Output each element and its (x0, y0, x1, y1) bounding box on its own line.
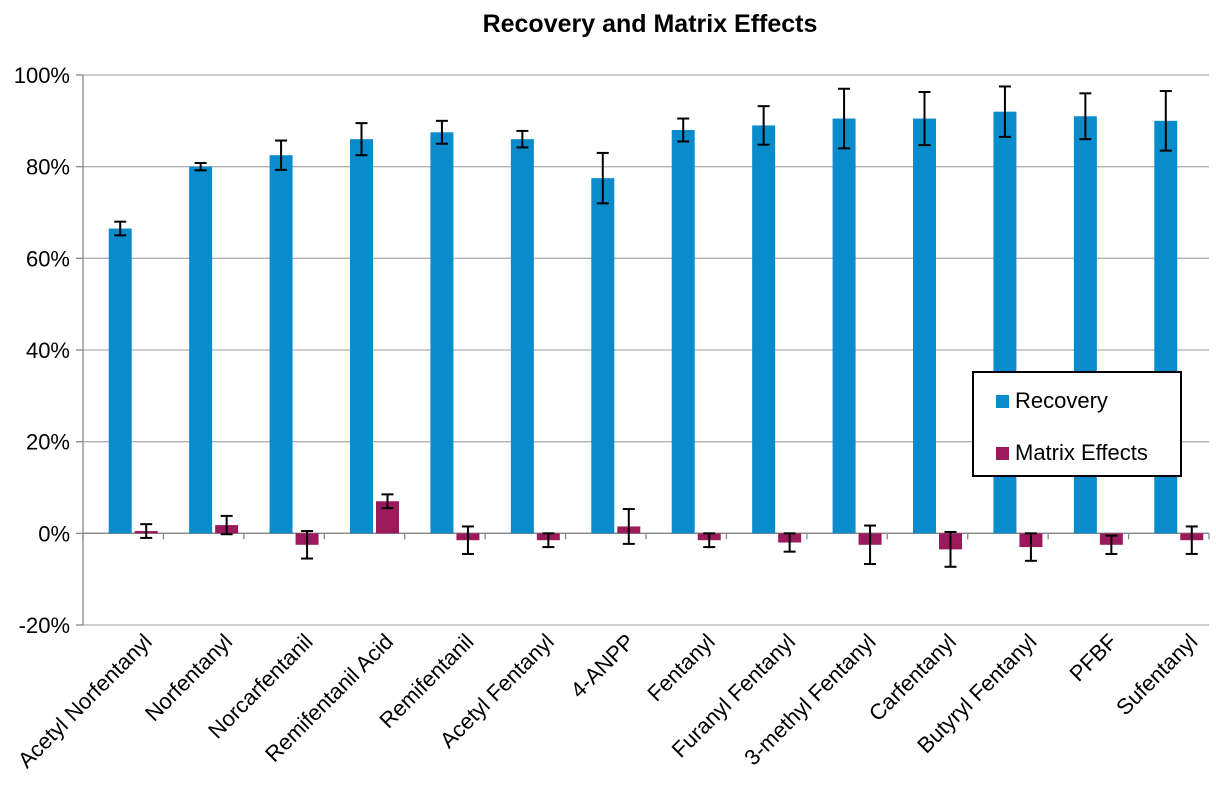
x-tick-label: 4-ANPP (565, 629, 639, 703)
y-tick-label: 60% (26, 246, 70, 271)
x-tick-label: Sufentanyl (1111, 629, 1202, 720)
legend-label-matrix-effects: Matrix Effects (1015, 440, 1148, 465)
y-tick-label: -20% (19, 613, 70, 638)
legend-label-recovery: Recovery (1015, 388, 1108, 413)
bar-recovery (189, 166, 213, 534)
bar-recovery (752, 125, 776, 534)
bar-recovery (671, 130, 695, 534)
legend-swatch-matrix-effects (996, 446, 1009, 460)
bar-recovery (591, 178, 615, 534)
chart-title: Recovery and Matrix Effects (482, 10, 818, 38)
y-tick-label: 20% (26, 430, 70, 455)
y-tick-label: 100% (14, 63, 70, 88)
legend-item-recovery: Recovery (996, 388, 1108, 414)
legend-item-matrix-effects: Matrix Effects (996, 440, 1148, 466)
y-tick-label: 0% (38, 521, 70, 546)
x-tick-label: Fentanyl (642, 629, 719, 706)
chart-legend: Recovery Matrix Effects (972, 371, 1182, 477)
bar-matrix-effects (376, 501, 399, 534)
y-tick-label: 40% (26, 338, 70, 363)
x-tick-label: PFBF (1064, 629, 1121, 686)
y-tick-label: 80% (26, 155, 70, 180)
bar-recovery (832, 118, 856, 534)
legend-swatch-recovery (996, 394, 1009, 408)
bar-recovery (510, 139, 534, 534)
bar-recovery (108, 228, 132, 534)
bar-recovery (430, 132, 454, 534)
bar-recovery (913, 118, 936, 534)
bar-recovery (269, 155, 293, 534)
bar-recovery (350, 139, 373, 534)
x-tick-label: Acetyl Norfentanyl (13, 629, 157, 773)
